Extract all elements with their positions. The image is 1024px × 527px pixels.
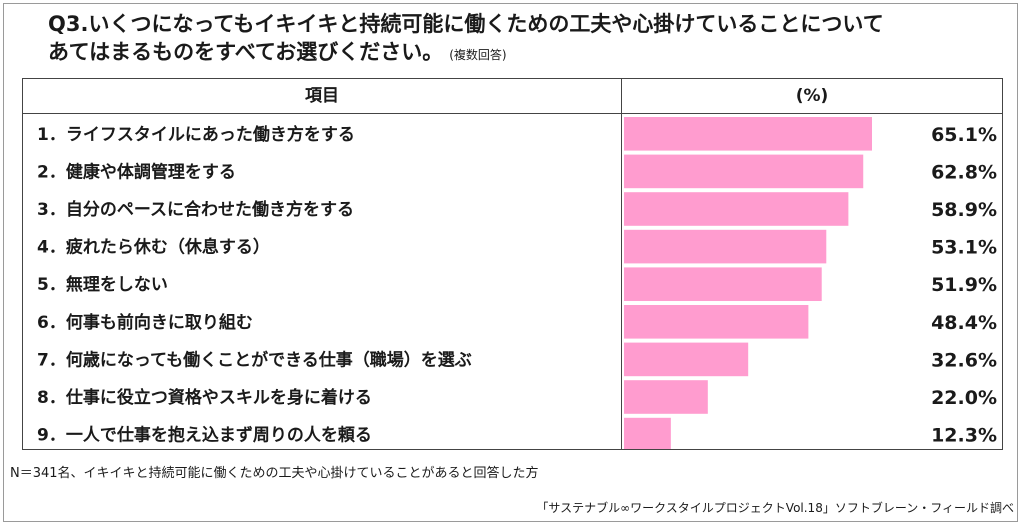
header-separator bbox=[23, 113, 1002, 114]
header-item: 項目 bbox=[305, 86, 339, 106]
bar bbox=[624, 229, 827, 264]
title-note: (複数回答) bbox=[449, 48, 507, 62]
value-label: 65.1% bbox=[931, 124, 997, 146]
bar bbox=[624, 417, 671, 449]
footnote: N＝341名、イキイキと持続可能に働くための工夫や心掛けていることがあると回答し… bbox=[10, 466, 539, 481]
bar bbox=[624, 117, 872, 151]
category-label: 6．何事も前向きに取り組む bbox=[37, 312, 253, 333]
value-label: 53.1% bbox=[931, 237, 997, 259]
category-label: 1．ライフスタイルにあった働き方をする bbox=[37, 124, 355, 145]
category-label: 8．仕事に役立つ資格やスキルを身に着ける bbox=[37, 387, 372, 408]
category-label: 9．一人で仕事を抱え込まず周りの人を頼る bbox=[37, 425, 372, 446]
bar bbox=[624, 305, 809, 339]
category-label: 5．無理をしない bbox=[37, 274, 168, 295]
title-line-2: あてはまるものをすべてお選びください。 (複数回答) bbox=[48, 38, 1008, 69]
chart-table: 項目 (%) 1．ライフスタイルにあった働き方をする 65.1% 2．健康や体調管理… bbox=[22, 78, 1003, 450]
value-label: 62.8% bbox=[931, 161, 997, 183]
value-label: 48.4% bbox=[931, 312, 997, 334]
value-label: 51.9% bbox=[931, 274, 997, 296]
value-label: 58.9% bbox=[931, 199, 997, 221]
category-label: 7．何歳になっても働くことができる仕事（職場）を選ぶ bbox=[37, 349, 472, 370]
bar bbox=[624, 154, 864, 189]
source-credit: 「サステナブル∞ワークスタイルプロジェクトVol.18」ソフトブレーン・フィール… bbox=[536, 501, 1014, 515]
column-divider bbox=[621, 79, 622, 449]
value-label: 12.3% bbox=[931, 425, 997, 447]
chart-frame bbox=[3, 3, 1018, 522]
value-label: 22.0% bbox=[931, 387, 997, 409]
category-label: 4．疲れたら休む（休息する） bbox=[37, 237, 270, 258]
bar bbox=[624, 380, 708, 414]
value-label: 32.6% bbox=[931, 349, 997, 371]
bar bbox=[624, 342, 749, 377]
category-label: 3．自分のペースに合わせた働き方をする bbox=[37, 199, 354, 220]
title-line-1: Q3.いくつになってもイキイキと持続可能に働くための工夫や心掛けていることについ… bbox=[48, 12, 884, 36]
bar-chart: 1．ライフスタイルにあった働き方をする 65.1% 2．健康や体調管理をする 62.8… bbox=[37, 117, 997, 449]
bar bbox=[624, 267, 822, 301]
header-percent: (%) bbox=[795, 86, 829, 106]
chart-title: Q3.いくつになってもイキイキと持続可能に働くための工夫や心掛けていることについ… bbox=[48, 10, 1008, 69]
title-line-2-text: あてはまるものをすべてお選びください。 bbox=[48, 40, 444, 64]
category-label: 2．健康や体調管理をする bbox=[37, 161, 236, 182]
bar bbox=[624, 192, 849, 226]
